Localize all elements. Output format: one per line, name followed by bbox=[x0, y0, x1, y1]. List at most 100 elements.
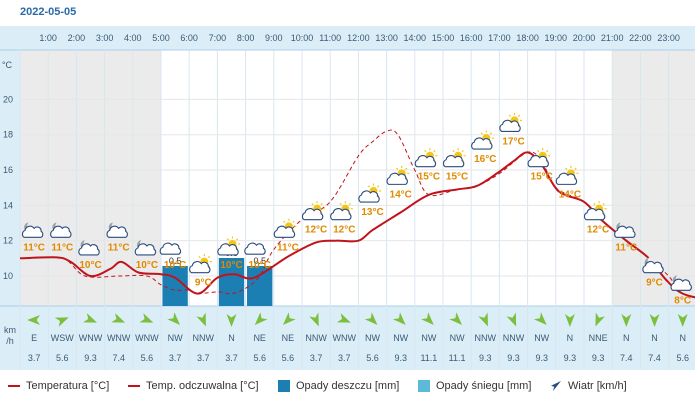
wind-direction-label: N bbox=[623, 333, 630, 343]
wind-arrow-shape bbox=[111, 313, 126, 323]
temp-value-label: 12°C bbox=[587, 225, 609, 236]
temp-value-label: 16°C bbox=[474, 154, 496, 165]
wind-speed-label: 9.3 bbox=[84, 353, 97, 363]
wind-arrow-shape bbox=[83, 313, 97, 323]
wind-direction-label: N bbox=[228, 333, 235, 343]
wind-speed-label: 7.4 bbox=[620, 353, 633, 363]
wind-arrow-shape bbox=[226, 314, 237, 327]
chart-legend: Temperatura [°C] Temp. odczuwalna [°C] O… bbox=[0, 372, 695, 402]
hour-label: 17:00 bbox=[488, 33, 511, 43]
snow-swatch bbox=[418, 380, 430, 392]
wind-arrow-shape bbox=[282, 312, 296, 325]
temp-value-label: 12°C bbox=[333, 225, 355, 236]
wind-speed-label: 3.7 bbox=[169, 353, 182, 363]
wind-arrow-icon bbox=[27, 315, 41, 325]
wind-arrow-shape bbox=[478, 312, 488, 327]
wind-speed-label: 5.6 bbox=[282, 353, 295, 363]
forecast-date: 2022-05-05 bbox=[20, 6, 77, 18]
wind-direction-label: NW bbox=[365, 333, 380, 343]
temp-value-label: 14°C bbox=[559, 189, 581, 200]
sun-ray bbox=[574, 167, 577, 170]
legend-rain-label: Opady deszczu [mm] bbox=[296, 380, 400, 392]
wind-direction-label: NE bbox=[253, 333, 266, 343]
wind-arrow-icon bbox=[167, 312, 181, 325]
cloud-shape bbox=[614, 225, 636, 238]
cloud-shape bbox=[21, 225, 44, 238]
wind-arrow-icon bbox=[478, 312, 488, 327]
wind-arrow-shape bbox=[649, 314, 660, 327]
temp-value-label: 11°C bbox=[23, 242, 45, 253]
wind-arrow-shape bbox=[677, 314, 688, 327]
sun-cloud-icon bbox=[583, 201, 607, 221]
temp-value-label: 10°C bbox=[164, 260, 186, 271]
rain-value-label: 0.5 bbox=[169, 256, 182, 266]
wind-speed-label: 7.4 bbox=[648, 353, 661, 363]
temp-value-label: 13°C bbox=[361, 207, 383, 218]
sun-ray bbox=[424, 149, 427, 153]
wind-arrow-icon bbox=[392, 312, 406, 325]
wind-band bbox=[0, 306, 695, 370]
night-cloud-icon bbox=[134, 238, 157, 256]
legend-feels-like: Temp. odczuwalna [°C] bbox=[128, 379, 259, 393]
wind-speed-label: 5.6 bbox=[366, 353, 379, 363]
hour-label: 6:00 bbox=[180, 33, 198, 43]
hour-label: 8:00 bbox=[237, 33, 255, 43]
sun-ray bbox=[593, 202, 596, 206]
sun-ray bbox=[376, 185, 380, 188]
wind-arrow-icon bbox=[551, 381, 561, 391]
wind-arrow-shape bbox=[621, 314, 632, 327]
cloud-shape bbox=[499, 119, 521, 132]
wind-direction-label: N bbox=[567, 333, 574, 343]
temp-value-label: 15°C bbox=[446, 172, 468, 183]
wind-arrow-shape bbox=[392, 312, 406, 325]
y-tick-label: 12 bbox=[3, 236, 13, 246]
wind-direction-label: WNW bbox=[135, 333, 159, 343]
wind-arrow-icon bbox=[254, 312, 268, 325]
wind-speed-label: 9.3 bbox=[535, 353, 548, 363]
cloud-shape bbox=[106, 225, 128, 238]
weather-chart: 1:00 2:00 3:00 4:00 5:00 6:00 7:00 8:00 9:00 10:0… bbox=[0, 26, 695, 370]
sun-cloud-icon bbox=[527, 148, 551, 168]
wind-arrow-icon bbox=[364, 312, 378, 325]
cloud-shape bbox=[386, 172, 408, 185]
wind-speed-label: 5.6 bbox=[253, 353, 266, 363]
wind-arrow-icon bbox=[226, 314, 237, 327]
cloud-shape bbox=[330, 208, 352, 221]
temp-value-label: 11°C bbox=[277, 242, 299, 253]
sun-ray bbox=[565, 167, 568, 170]
temperature-line bbox=[19, 151, 695, 299]
sun-ray bbox=[207, 255, 211, 259]
hour-label: 1:00 bbox=[39, 33, 57, 43]
wind-speed-label: 5.6 bbox=[141, 353, 154, 363]
temperature-line-swatch bbox=[8, 385, 20, 387]
temp-value-label: 14°C bbox=[390, 189, 412, 200]
wind-arrow-icon bbox=[449, 312, 463, 325]
hour-label: 7:00 bbox=[209, 33, 227, 43]
temp-value-label: 15°C bbox=[418, 172, 440, 183]
wind-speed-label: 3.7 bbox=[28, 353, 41, 363]
wind-unit-label: /h bbox=[6, 336, 14, 346]
sun-cloud-icon bbox=[499, 112, 522, 132]
legend-temperature-label: Temperatura [°C] bbox=[26, 380, 110, 392]
wind-direction-label: NE bbox=[282, 333, 295, 343]
sun-cloud-icon bbox=[386, 165, 410, 185]
night-cloud-icon bbox=[21, 221, 44, 238]
temp-value-label: 10°C bbox=[249, 260, 271, 271]
cloud-shape bbox=[527, 155, 549, 168]
sun-cloud-icon bbox=[442, 148, 466, 168]
wind-arrow-shape bbox=[167, 312, 181, 325]
wind-arrow-shape bbox=[336, 313, 351, 323]
temp-value-label: 17°C bbox=[502, 136, 524, 147]
rain-cloud-icon bbox=[159, 242, 182, 255]
wind-speed-label: 11.1 bbox=[420, 353, 437, 363]
wind-arrow-shape bbox=[595, 312, 606, 327]
temp-value-label: 10°C bbox=[136, 260, 158, 271]
rain-value-label: 0.5 bbox=[253, 256, 266, 266]
cloud-shape bbox=[642, 260, 664, 274]
wind-arrow-icon bbox=[139, 313, 154, 323]
sun-ray bbox=[489, 132, 493, 135]
wind-arrow-shape bbox=[196, 312, 206, 327]
wind-arrow-shape bbox=[364, 312, 378, 325]
wind-direction-label: N bbox=[651, 333, 658, 343]
sun-ray bbox=[348, 202, 352, 206]
